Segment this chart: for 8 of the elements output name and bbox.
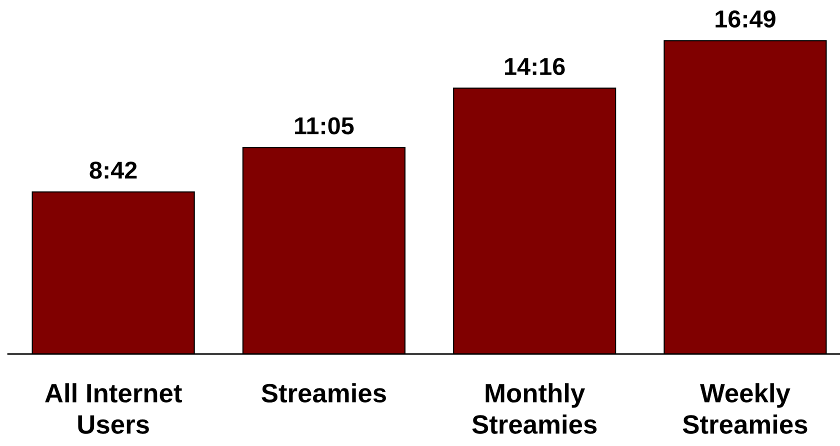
x-tick-label: Weekly Streamies [682, 383, 808, 434]
x-tick-label: Streamies [262, 383, 386, 403]
x-tick-label: Monthly Streamies [472, 383, 597, 434]
data-label: 14:16 [505, 58, 565, 76]
x-tick-label: All Internet Users [45, 383, 182, 434]
data-label: 11:05 [295, 117, 354, 134]
data-label: 16:49 [716, 10, 776, 28]
data-label: 8:42 [90, 162, 137, 179]
